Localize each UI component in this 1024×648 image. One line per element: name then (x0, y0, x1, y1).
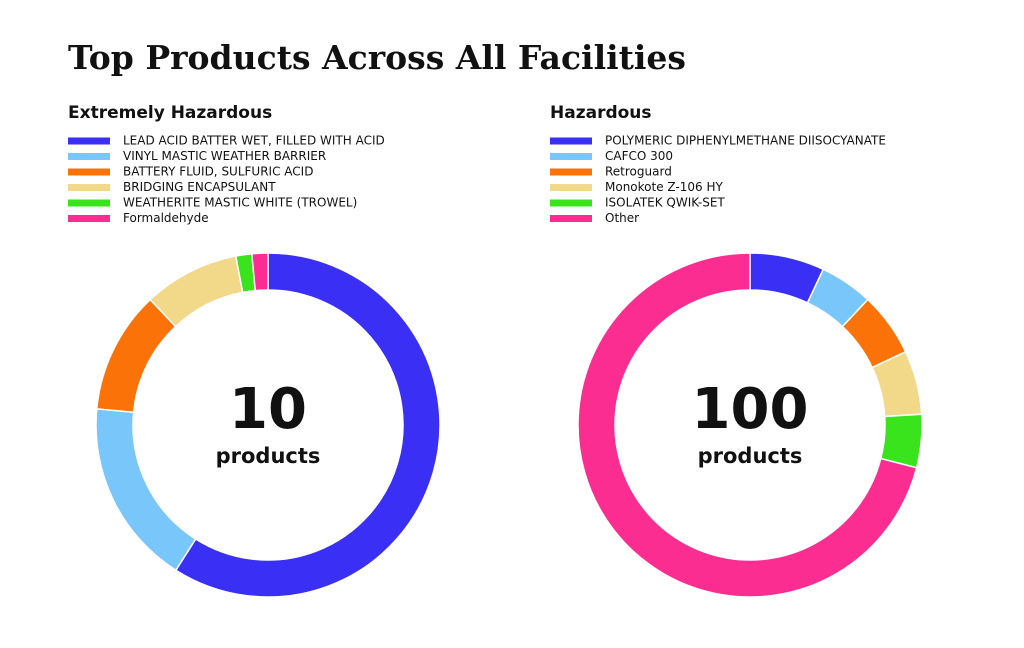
legend-swatch (68, 184, 110, 191)
legend-swatch (550, 153, 592, 160)
legend-label: Other (605, 211, 639, 225)
legend-swatch (550, 137, 592, 145)
legend-swatch (68, 199, 110, 207)
chart-title: Hazardous (550, 103, 652, 123)
legend-label: Formaldehyde (123, 211, 209, 225)
legend-label: Monokote Z-106 HY (605, 180, 723, 194)
legend-label: POLYMERIC DIPHENYLMETHANE DIISOCYANATE (605, 134, 886, 148)
center-label: products (216, 444, 321, 468)
legend-label: BRIDGING ENCAPSULANT (123, 180, 276, 194)
center-value: 10 (229, 377, 307, 442)
center-value: 100 (692, 377, 809, 442)
legend-swatch (550, 168, 592, 176)
legend-swatch (550, 215, 592, 222)
legend-label: WEATHERITE MASTIC WHITE (TROWEL) (123, 196, 357, 210)
legend-label: BATTERY FLUID, SULFURIC ACID (123, 165, 313, 179)
donut-slice (95, 298, 177, 414)
legend-swatch (68, 215, 110, 222)
legend-swatch (550, 199, 592, 207)
legend-label: Retroguard (605, 165, 672, 179)
page-title: Top Products Across All Facilities (68, 38, 686, 77)
donut-slice (95, 407, 197, 572)
donut-slice (174, 252, 441, 598)
legend-label: VINYL MASTIC WEATHER BARRIER (123, 149, 326, 163)
legend-swatch (68, 137, 110, 145)
donut-slice (250, 252, 269, 292)
center-label: products (698, 444, 803, 468)
donut-slice (577, 252, 918, 598)
chart-title: Extremely Hazardous (68, 103, 272, 123)
legend-label: CAFCO 300 (605, 149, 673, 163)
legend-swatch (68, 168, 110, 176)
legend-label: LEAD ACID BATTER WET, FILLED WITH ACID (123, 134, 385, 148)
legend-label: ISOLATEK QWIK-SET (605, 196, 725, 210)
legend-swatch (550, 184, 592, 191)
legend-swatch (68, 153, 110, 160)
